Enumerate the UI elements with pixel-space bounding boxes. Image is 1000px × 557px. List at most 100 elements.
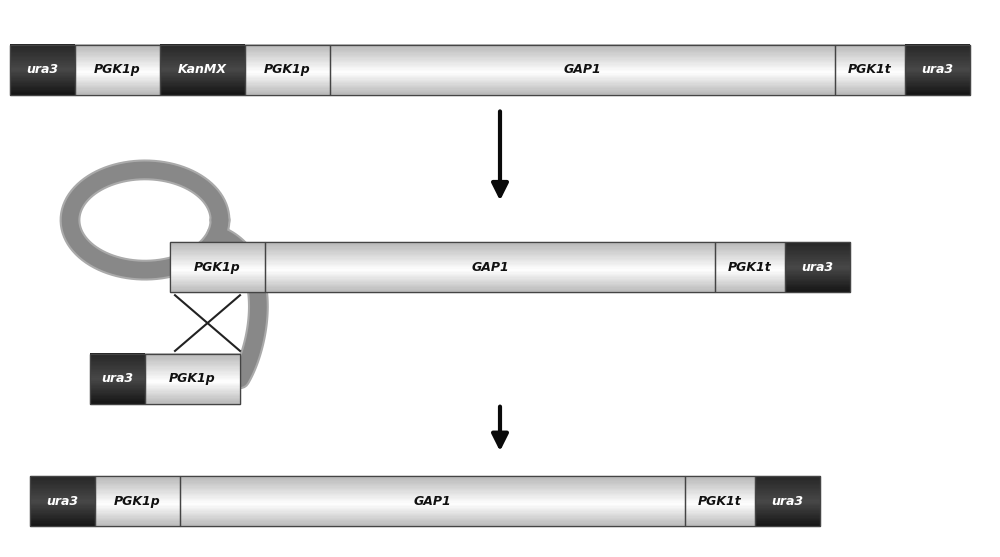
- Bar: [905, 51, 970, 53]
- Bar: [95, 480, 180, 481]
- Bar: [75, 54, 160, 56]
- Bar: [170, 277, 265, 278]
- Bar: [755, 481, 820, 482]
- Bar: [245, 47, 330, 48]
- Bar: [330, 75, 835, 77]
- Bar: [685, 483, 755, 485]
- Bar: [10, 84, 75, 86]
- Bar: [685, 510, 755, 511]
- Bar: [905, 71, 970, 74]
- Bar: [10, 91, 75, 94]
- Bar: [90, 389, 145, 391]
- Bar: [75, 77, 160, 79]
- Bar: [75, 81, 160, 84]
- Bar: [265, 277, 715, 278]
- Bar: [145, 395, 240, 398]
- Bar: [785, 284, 850, 286]
- Bar: [90, 385, 240, 388]
- Bar: [170, 282, 265, 284]
- Bar: [755, 506, 820, 507]
- Bar: [95, 524, 180, 525]
- Bar: [330, 78, 835, 80]
- Bar: [905, 65, 970, 67]
- Bar: [145, 399, 240, 401]
- Bar: [10, 61, 970, 63]
- Bar: [30, 482, 820, 483]
- Bar: [755, 477, 820, 478]
- Bar: [905, 60, 970, 62]
- Bar: [30, 485, 820, 486]
- Bar: [755, 487, 820, 489]
- Bar: [10, 48, 75, 50]
- Bar: [95, 520, 180, 521]
- Bar: [835, 93, 905, 95]
- Bar: [30, 478, 95, 480]
- Bar: [785, 272, 850, 273]
- Bar: [755, 521, 820, 522]
- Bar: [95, 507, 180, 509]
- Bar: [30, 494, 95, 495]
- Bar: [785, 274, 850, 276]
- Bar: [330, 89, 835, 91]
- Bar: [265, 246, 715, 247]
- Bar: [95, 485, 180, 486]
- Bar: [10, 45, 970, 47]
- Bar: [10, 53, 75, 55]
- Bar: [30, 495, 95, 496]
- Text: ura3: ura3: [921, 63, 954, 76]
- Bar: [90, 387, 240, 389]
- Bar: [785, 263, 850, 265]
- Bar: [90, 371, 145, 373]
- Bar: [330, 93, 835, 95]
- Bar: [905, 54, 970, 56]
- Bar: [10, 55, 970, 57]
- Bar: [785, 256, 850, 257]
- Bar: [90, 374, 240, 377]
- Bar: [905, 48, 970, 50]
- Bar: [835, 87, 905, 89]
- Bar: [715, 276, 785, 277]
- Bar: [30, 507, 95, 509]
- Bar: [835, 85, 905, 87]
- Bar: [75, 88, 160, 90]
- Bar: [755, 524, 820, 525]
- Bar: [10, 59, 75, 61]
- Bar: [90, 381, 145, 383]
- Bar: [715, 250, 785, 251]
- Bar: [90, 384, 145, 387]
- Bar: [75, 55, 160, 57]
- Bar: [170, 248, 265, 250]
- Bar: [180, 507, 685, 509]
- Bar: [10, 45, 970, 95]
- Bar: [170, 284, 850, 286]
- Bar: [265, 243, 715, 245]
- Bar: [905, 80, 970, 82]
- Text: GAP1: GAP1: [414, 495, 451, 508]
- Bar: [835, 73, 905, 75]
- Bar: [245, 45, 330, 95]
- Bar: [835, 48, 905, 50]
- Bar: [95, 510, 180, 511]
- Bar: [180, 476, 685, 477]
- Bar: [905, 85, 970, 87]
- Bar: [245, 70, 330, 72]
- Bar: [905, 81, 970, 84]
- Bar: [180, 506, 685, 507]
- Bar: [170, 253, 265, 255]
- Bar: [10, 70, 75, 72]
- Bar: [755, 483, 820, 485]
- Bar: [835, 67, 905, 69]
- Bar: [75, 80, 160, 82]
- Bar: [755, 516, 820, 517]
- Bar: [170, 271, 850, 272]
- Bar: [145, 368, 240, 370]
- Bar: [30, 516, 95, 517]
- Bar: [160, 60, 245, 62]
- Bar: [715, 272, 785, 273]
- Bar: [785, 286, 850, 287]
- Bar: [265, 267, 715, 268]
- Bar: [95, 506, 180, 507]
- Bar: [755, 497, 820, 499]
- Bar: [145, 401, 240, 403]
- Bar: [755, 504, 820, 505]
